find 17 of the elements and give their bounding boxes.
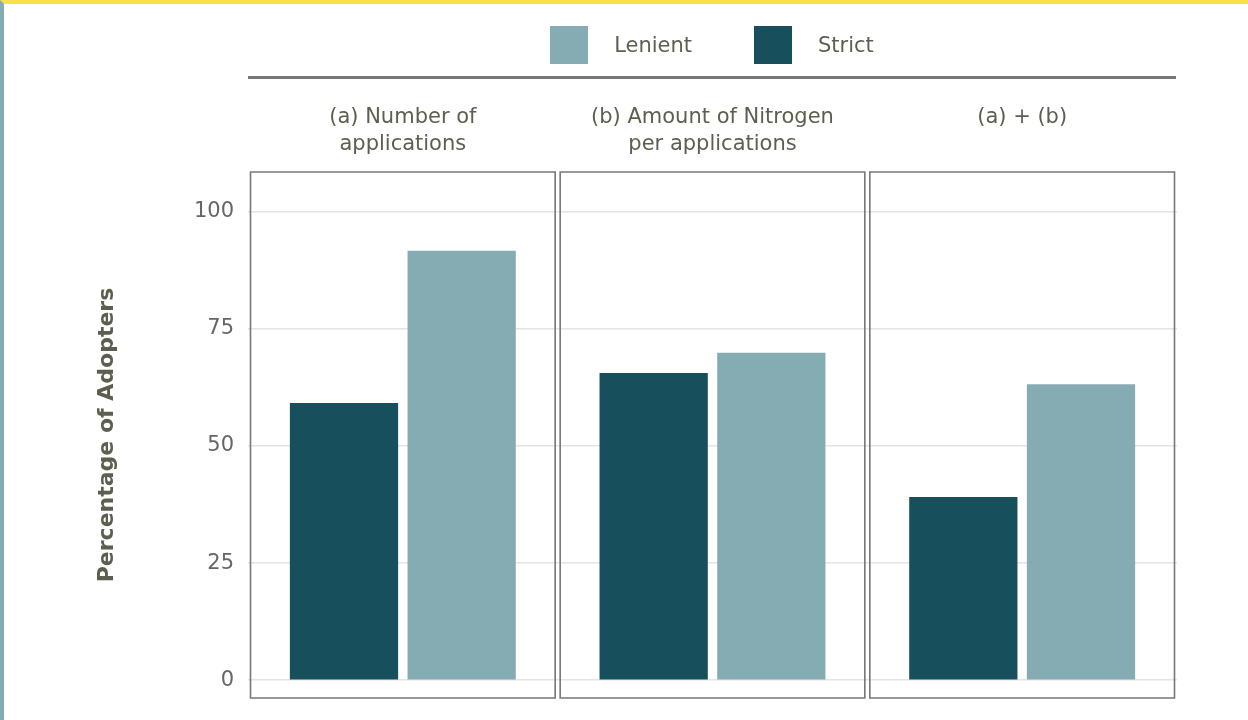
legend-label: Strict	[818, 33, 874, 57]
y-tick-label: 100	[193, 198, 234, 223]
bar	[717, 352, 826, 680]
legend-label: Lenient	[614, 33, 693, 57]
y-tick-label: 0	[220, 666, 234, 691]
y-tick-label: 25	[207, 549, 234, 574]
bar	[599, 372, 708, 680]
y-axis-title: Percentage of Adopters	[92, 287, 118, 583]
bar	[909, 497, 1018, 680]
bar	[407, 250, 516, 680]
x-tick-label: (b) Amount of Nitrogen per applications	[591, 103, 834, 155]
bar	[1026, 384, 1136, 680]
x-tick-label: (a) + (b)	[977, 103, 1068, 128]
y-tick-label: 50	[207, 432, 234, 457]
y-tick-label: 75	[207, 315, 234, 340]
bar	[289, 402, 399, 680]
x-tick-label: (a) Number of applications	[329, 103, 478, 155]
